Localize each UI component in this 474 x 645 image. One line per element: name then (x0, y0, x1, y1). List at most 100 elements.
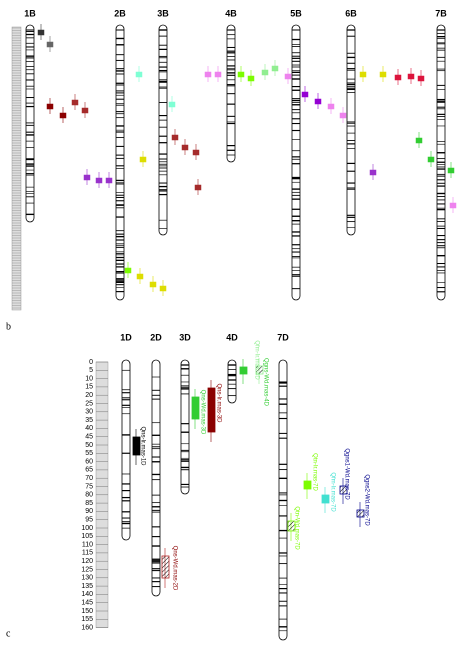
qtl-box (417, 75, 425, 82)
qtl-label: Qns-Ir.mas-3D (215, 383, 221, 423)
qtl-box (356, 509, 365, 518)
ruler-label: 140 (81, 591, 93, 598)
ruler-label: 130 (81, 575, 93, 582)
chromosome (291, 24, 301, 301)
ruler-label: 145 (81, 600, 93, 607)
chromosome (115, 24, 125, 301)
qtl-box (207, 387, 216, 433)
chromosome-name: 2D (150, 332, 162, 342)
qtl-box (159, 285, 167, 292)
qtl-box (237, 71, 245, 78)
ruler-label: 40 (85, 425, 93, 432)
qtl-box (168, 101, 176, 108)
qtl-box (379, 71, 387, 78)
qtl-box (139, 156, 147, 163)
ruler-label: 20 (85, 392, 93, 399)
qtl-label: Qtn-Ir.mas-7D (311, 453, 317, 491)
panel-label: b (6, 321, 11, 332)
qtl-box (71, 99, 79, 106)
qtl-label: Qns-Wd.mas-3D (199, 390, 205, 435)
ruler-label: 155 (81, 616, 93, 623)
chromosome-name: 2B (114, 8, 126, 18)
ruler-label: 60 (85, 458, 93, 465)
qtl-box (314, 98, 322, 105)
ruler-label: 65 (85, 467, 93, 474)
ruler-label: 90 (85, 508, 93, 515)
ruler-label: 100 (81, 525, 93, 532)
qtl-box (339, 485, 348, 495)
qtl-label: Qfm-Ir.mas-7D (329, 472, 335, 512)
ruler-label: 95 (85, 517, 93, 524)
qtl-box (369, 169, 377, 176)
qtl-box (394, 74, 402, 81)
ruler-label: 75 (85, 483, 93, 490)
chromosome (180, 359, 190, 495)
ruler-label: 115 (82, 550, 93, 557)
qtl-box (59, 112, 67, 119)
chromosome (25, 24, 35, 223)
ruler-label: 25 (85, 400, 93, 407)
qtl-box (284, 73, 292, 80)
qtl-box (449, 202, 457, 209)
ruler-label: 110 (82, 541, 93, 548)
ruler-label: 0 (89, 359, 93, 366)
qtl-box (407, 73, 415, 80)
ruler-label: 120 (81, 558, 93, 565)
qtl-box (83, 174, 91, 181)
ruler-label: 5 (89, 367, 93, 374)
ruler-label: 30 (85, 409, 93, 416)
ruler-label: 125 (81, 566, 93, 573)
qtl-box (447, 167, 455, 174)
qtl-box (95, 177, 103, 184)
qtl-box (171, 134, 179, 141)
qtl-box (46, 41, 54, 48)
ruler-label: 50 (85, 442, 93, 449)
qtl-box (327, 103, 335, 110)
qtl-box (46, 103, 54, 110)
qtl-box (339, 112, 347, 119)
qtl-box (261, 69, 269, 76)
ruler-label: 85 (85, 500, 93, 507)
chromosome (158, 24, 168, 236)
qtl-label: Qgns1-Wd.mas-7D (343, 448, 349, 500)
qtl-box (105, 177, 113, 184)
qtl-box (149, 281, 157, 288)
qtl-box (271, 65, 279, 72)
qtl-box (303, 480, 312, 490)
chromosome-name: 5B (290, 8, 302, 18)
qtl-box (247, 75, 255, 82)
ruler-label: 35 (85, 417, 93, 424)
qtl-box (204, 71, 212, 78)
qtl-box (192, 149, 200, 156)
qtl-box (239, 366, 248, 375)
ruler-label: 80 (85, 492, 93, 499)
qtl-box (191, 396, 200, 420)
ruler-label: 10 (85, 375, 93, 382)
qtl-label: Qgns2-Wd.mas-7D (363, 474, 369, 526)
chromosome-name: 4D (226, 332, 238, 342)
qtl-box (214, 71, 222, 78)
qtl-box (415, 137, 423, 144)
chromosome-name: 7B (435, 8, 447, 18)
qtl-label: Qns-Wd.mas-2D (171, 546, 177, 591)
chromosome (227, 359, 237, 404)
qtl-box (181, 144, 189, 151)
chromosome (121, 359, 131, 541)
qtl-box (135, 71, 143, 78)
qtl-box (136, 273, 144, 280)
chromosome-name: 4B (225, 8, 237, 18)
chromosome-name: 3D (179, 332, 191, 342)
qtl-box (287, 520, 296, 532)
qtl-label: Qtn-Wd.mas-7D (293, 506, 299, 550)
qtl-box (132, 436, 141, 456)
qtl-box (321, 494, 330, 504)
qtl-box (81, 107, 89, 114)
qtl-label: Qfm-Ir.mas-4D (253, 340, 259, 380)
ruler-label: 135 (81, 583, 93, 590)
chromosome-name: 7D (277, 332, 289, 342)
qtl-label: Qgns-Wd.mas-4D (262, 358, 268, 407)
ruler-label: 55 (85, 450, 93, 457)
qtl-box (427, 156, 435, 163)
qtl-box (301, 91, 309, 98)
